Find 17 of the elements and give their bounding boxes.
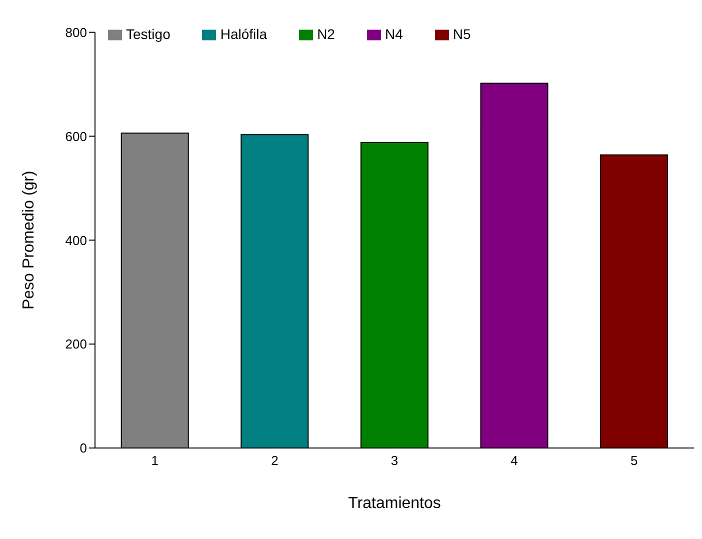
x-axis-title: Tratamientos bbox=[348, 495, 441, 512]
legend-label: N4 bbox=[384, 26, 403, 42]
x-tick-label: 1 bbox=[151, 453, 159, 468]
legend-label: N5 bbox=[452, 26, 471, 42]
y-tick-label: 200 bbox=[65, 336, 87, 352]
x-tick-label: 5 bbox=[630, 453, 638, 468]
x-tick-label: 4 bbox=[510, 453, 518, 468]
y-tick-label: 0 bbox=[80, 440, 87, 456]
y-tick-label: 800 bbox=[65, 24, 87, 40]
legend-label: Halófila bbox=[220, 26, 268, 42]
x-tick-label: 2 bbox=[271, 453, 278, 468]
y-axis-title: Peso Promedio (gr) bbox=[20, 170, 38, 310]
legend-label: N2 bbox=[317, 26, 335, 42]
y-tick-label: 400 bbox=[65, 232, 87, 248]
y-tick-label: 600 bbox=[65, 128, 87, 144]
legend-label: Testigo bbox=[126, 26, 170, 42]
x-tick-label: 3 bbox=[390, 453, 398, 468]
